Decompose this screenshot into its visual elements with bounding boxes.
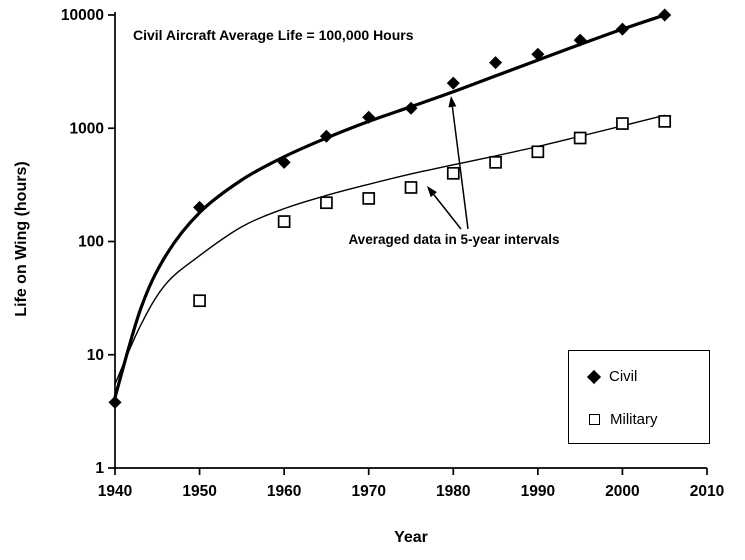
civil-data-point <box>531 47 545 61</box>
civil-data-point <box>446 76 460 90</box>
military-data-point <box>616 117 629 130</box>
military-data-point <box>362 192 376 205</box>
legend-label-military: Military <box>610 411 658 428</box>
civil-data-point <box>193 200 207 214</box>
y-tick-label: 1 <box>95 460 104 477</box>
legend-label-civil: Civil <box>609 368 638 385</box>
civil-data-point <box>615 22 629 36</box>
x-tick-label: 2000 <box>605 483 639 500</box>
civil-data-point <box>319 129 333 143</box>
civil-data-point <box>277 155 291 169</box>
legend-item-civil: Civil <box>586 368 709 385</box>
military-data-point <box>404 181 418 194</box>
civil-data-point <box>658 8 672 22</box>
y-tick-label: 100 <box>78 234 104 251</box>
x-tick-label: 1970 <box>351 483 385 500</box>
legend-item-military: Military <box>589 411 709 428</box>
military-data-point <box>320 196 333 210</box>
military-data-point <box>193 294 206 308</box>
military-data-point <box>531 145 545 159</box>
x-tick-label: 1940 <box>98 483 132 500</box>
y-tick-label: 10000 <box>61 7 104 24</box>
civil-points <box>108 8 672 409</box>
y-tick-label: 10 <box>87 347 104 364</box>
y-axis-title: Life on Wing (hours) <box>13 161 30 317</box>
military-data-point <box>658 115 672 128</box>
legend: Civil Military <box>568 350 710 444</box>
x-axis-title: Year <box>394 529 428 546</box>
civil-diamond-icon <box>586 369 602 384</box>
civil-data-point <box>489 56 503 70</box>
interval-annotation: Averaged data in 5-year intervals <box>348 232 560 247</box>
x-tick-label: 1990 <box>521 483 555 500</box>
top-annotation: Civil Aircraft Average Life = 100,000 Ho… <box>133 27 414 43</box>
military-trend-line <box>114 114 666 385</box>
x-tick-label: 1950 <box>182 483 216 500</box>
civil-data-point <box>404 101 418 115</box>
y-tick-label: 1000 <box>70 120 104 137</box>
annotation-arrows <box>427 96 469 230</box>
civil-data-point <box>573 33 587 47</box>
military-points <box>193 115 672 308</box>
military-data-point <box>277 215 291 228</box>
x-tick-label: 1980 <box>436 483 470 500</box>
x-tick-label: 1960 <box>267 483 301 500</box>
x-tick-label: 2010 <box>690 483 724 500</box>
axes: 1940 1950 1960 1970 1980 1990 2000 2010 1 10 100 10… <box>61 7 724 500</box>
civil-data-point <box>362 110 376 124</box>
military-data-point <box>489 155 502 169</box>
military-data-point <box>573 131 587 145</box>
military-data-point <box>446 166 460 180</box>
civil-data-point <box>108 395 122 409</box>
military-square-icon <box>589 414 600 425</box>
